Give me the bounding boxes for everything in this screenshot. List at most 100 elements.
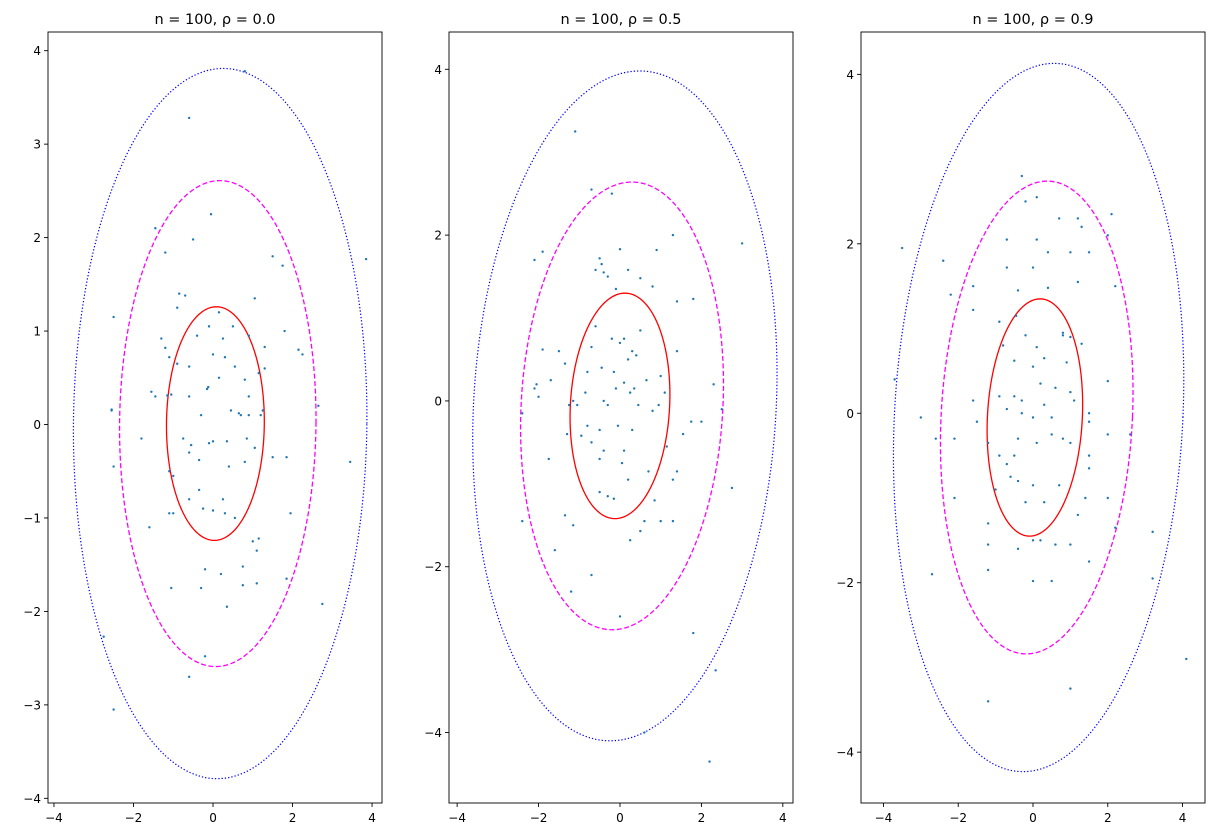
data-point	[672, 478, 674, 480]
data-point	[537, 396, 539, 398]
y-tick-label: 0	[434, 394, 442, 408]
data-point	[613, 498, 615, 500]
y-tick-label: −2	[836, 576, 854, 590]
data-point	[598, 257, 600, 259]
data-point	[1069, 251, 1071, 253]
data-point	[568, 404, 570, 406]
data-point	[564, 514, 566, 516]
data-point	[692, 298, 694, 300]
data-point	[1051, 416, 1053, 418]
data-point	[607, 275, 609, 277]
data-point	[998, 454, 1000, 456]
data-point	[1036, 196, 1038, 198]
data-point	[676, 300, 678, 302]
data-point	[1080, 343, 1082, 345]
data-point	[170, 393, 172, 395]
data-point	[682, 433, 684, 435]
data-point	[224, 512, 226, 514]
y-tick-label: −2	[23, 605, 41, 619]
data-point	[218, 377, 220, 379]
y-tick-label: 2	[846, 237, 854, 251]
data-point	[987, 700, 989, 702]
data-point	[244, 461, 246, 463]
axes-frame	[449, 32, 793, 803]
y-tick-label: 3	[33, 138, 41, 152]
data-point	[242, 584, 244, 586]
data-point	[244, 70, 246, 72]
data-point	[188, 676, 190, 678]
data-point	[202, 507, 204, 509]
data-point	[196, 335, 198, 337]
data-point	[1006, 463, 1008, 465]
data-point	[615, 387, 617, 389]
data-point	[558, 350, 560, 352]
data-point	[639, 530, 641, 532]
x-tick-label: 4	[368, 811, 376, 825]
axes-frame	[48, 32, 382, 803]
data-point	[349, 461, 351, 463]
ellipse-solid	[166, 307, 264, 541]
data-point	[541, 348, 543, 350]
data-point	[1054, 543, 1056, 545]
data-point	[1069, 336, 1071, 338]
data-point	[590, 574, 592, 576]
y-tick-label: −1	[23, 511, 41, 525]
data-point	[198, 459, 200, 461]
data-point	[548, 458, 550, 460]
data-point	[619, 615, 621, 617]
data-point	[212, 440, 214, 442]
data-point	[590, 346, 592, 348]
x-tick-label: −2	[949, 811, 967, 825]
data-point	[1088, 251, 1090, 253]
data-point	[594, 325, 596, 327]
data-point	[598, 458, 600, 460]
data-point	[297, 349, 299, 351]
data-point	[572, 400, 574, 402]
data-point	[1021, 175, 1023, 177]
data-point	[987, 569, 989, 571]
data-point	[1069, 543, 1071, 545]
data-point	[1065, 361, 1067, 363]
data-point	[580, 435, 582, 437]
data-point	[1107, 380, 1109, 382]
data-point	[178, 292, 180, 294]
data-point	[700, 420, 702, 422]
data-point	[1051, 433, 1053, 435]
data-point	[212, 509, 214, 511]
data-point	[1110, 213, 1112, 215]
ellipse-dotted	[893, 63, 1183, 771]
data-point	[168, 470, 170, 472]
data-point	[721, 408, 723, 410]
data-point	[631, 350, 633, 352]
data-point	[659, 520, 661, 522]
data-point	[222, 337, 224, 339]
data-point	[154, 227, 156, 229]
data-point	[643, 731, 645, 733]
data-point	[1002, 344, 1004, 346]
data-point	[647, 470, 649, 472]
data-point	[170, 587, 172, 589]
ellipse-dotted	[473, 71, 777, 741]
subplot-3: −4 −2 0 2 4−4−2024n = 100, ρ = 0.9	[836, 12, 1205, 825]
data-point	[256, 549, 258, 551]
data-point	[586, 425, 588, 427]
data-point	[1047, 287, 1049, 289]
data-point	[600, 263, 602, 265]
data-point	[635, 354, 637, 356]
data-point	[712, 383, 714, 385]
x-tick-label: 0	[1029, 811, 1037, 825]
data-point	[521, 412, 523, 414]
data-point	[1032, 484, 1034, 486]
data-point	[200, 414, 202, 416]
data-point	[611, 338, 613, 340]
data-point	[600, 367, 602, 369]
data-point	[228, 465, 230, 467]
data-point	[172, 475, 174, 477]
x-tick-label: 2	[1104, 811, 1112, 825]
data-point	[224, 356, 226, 358]
data-point	[994, 488, 996, 490]
data-point	[603, 400, 605, 402]
data-point	[1039, 382, 1041, 384]
data-point	[218, 311, 220, 313]
data-point	[172, 512, 174, 514]
